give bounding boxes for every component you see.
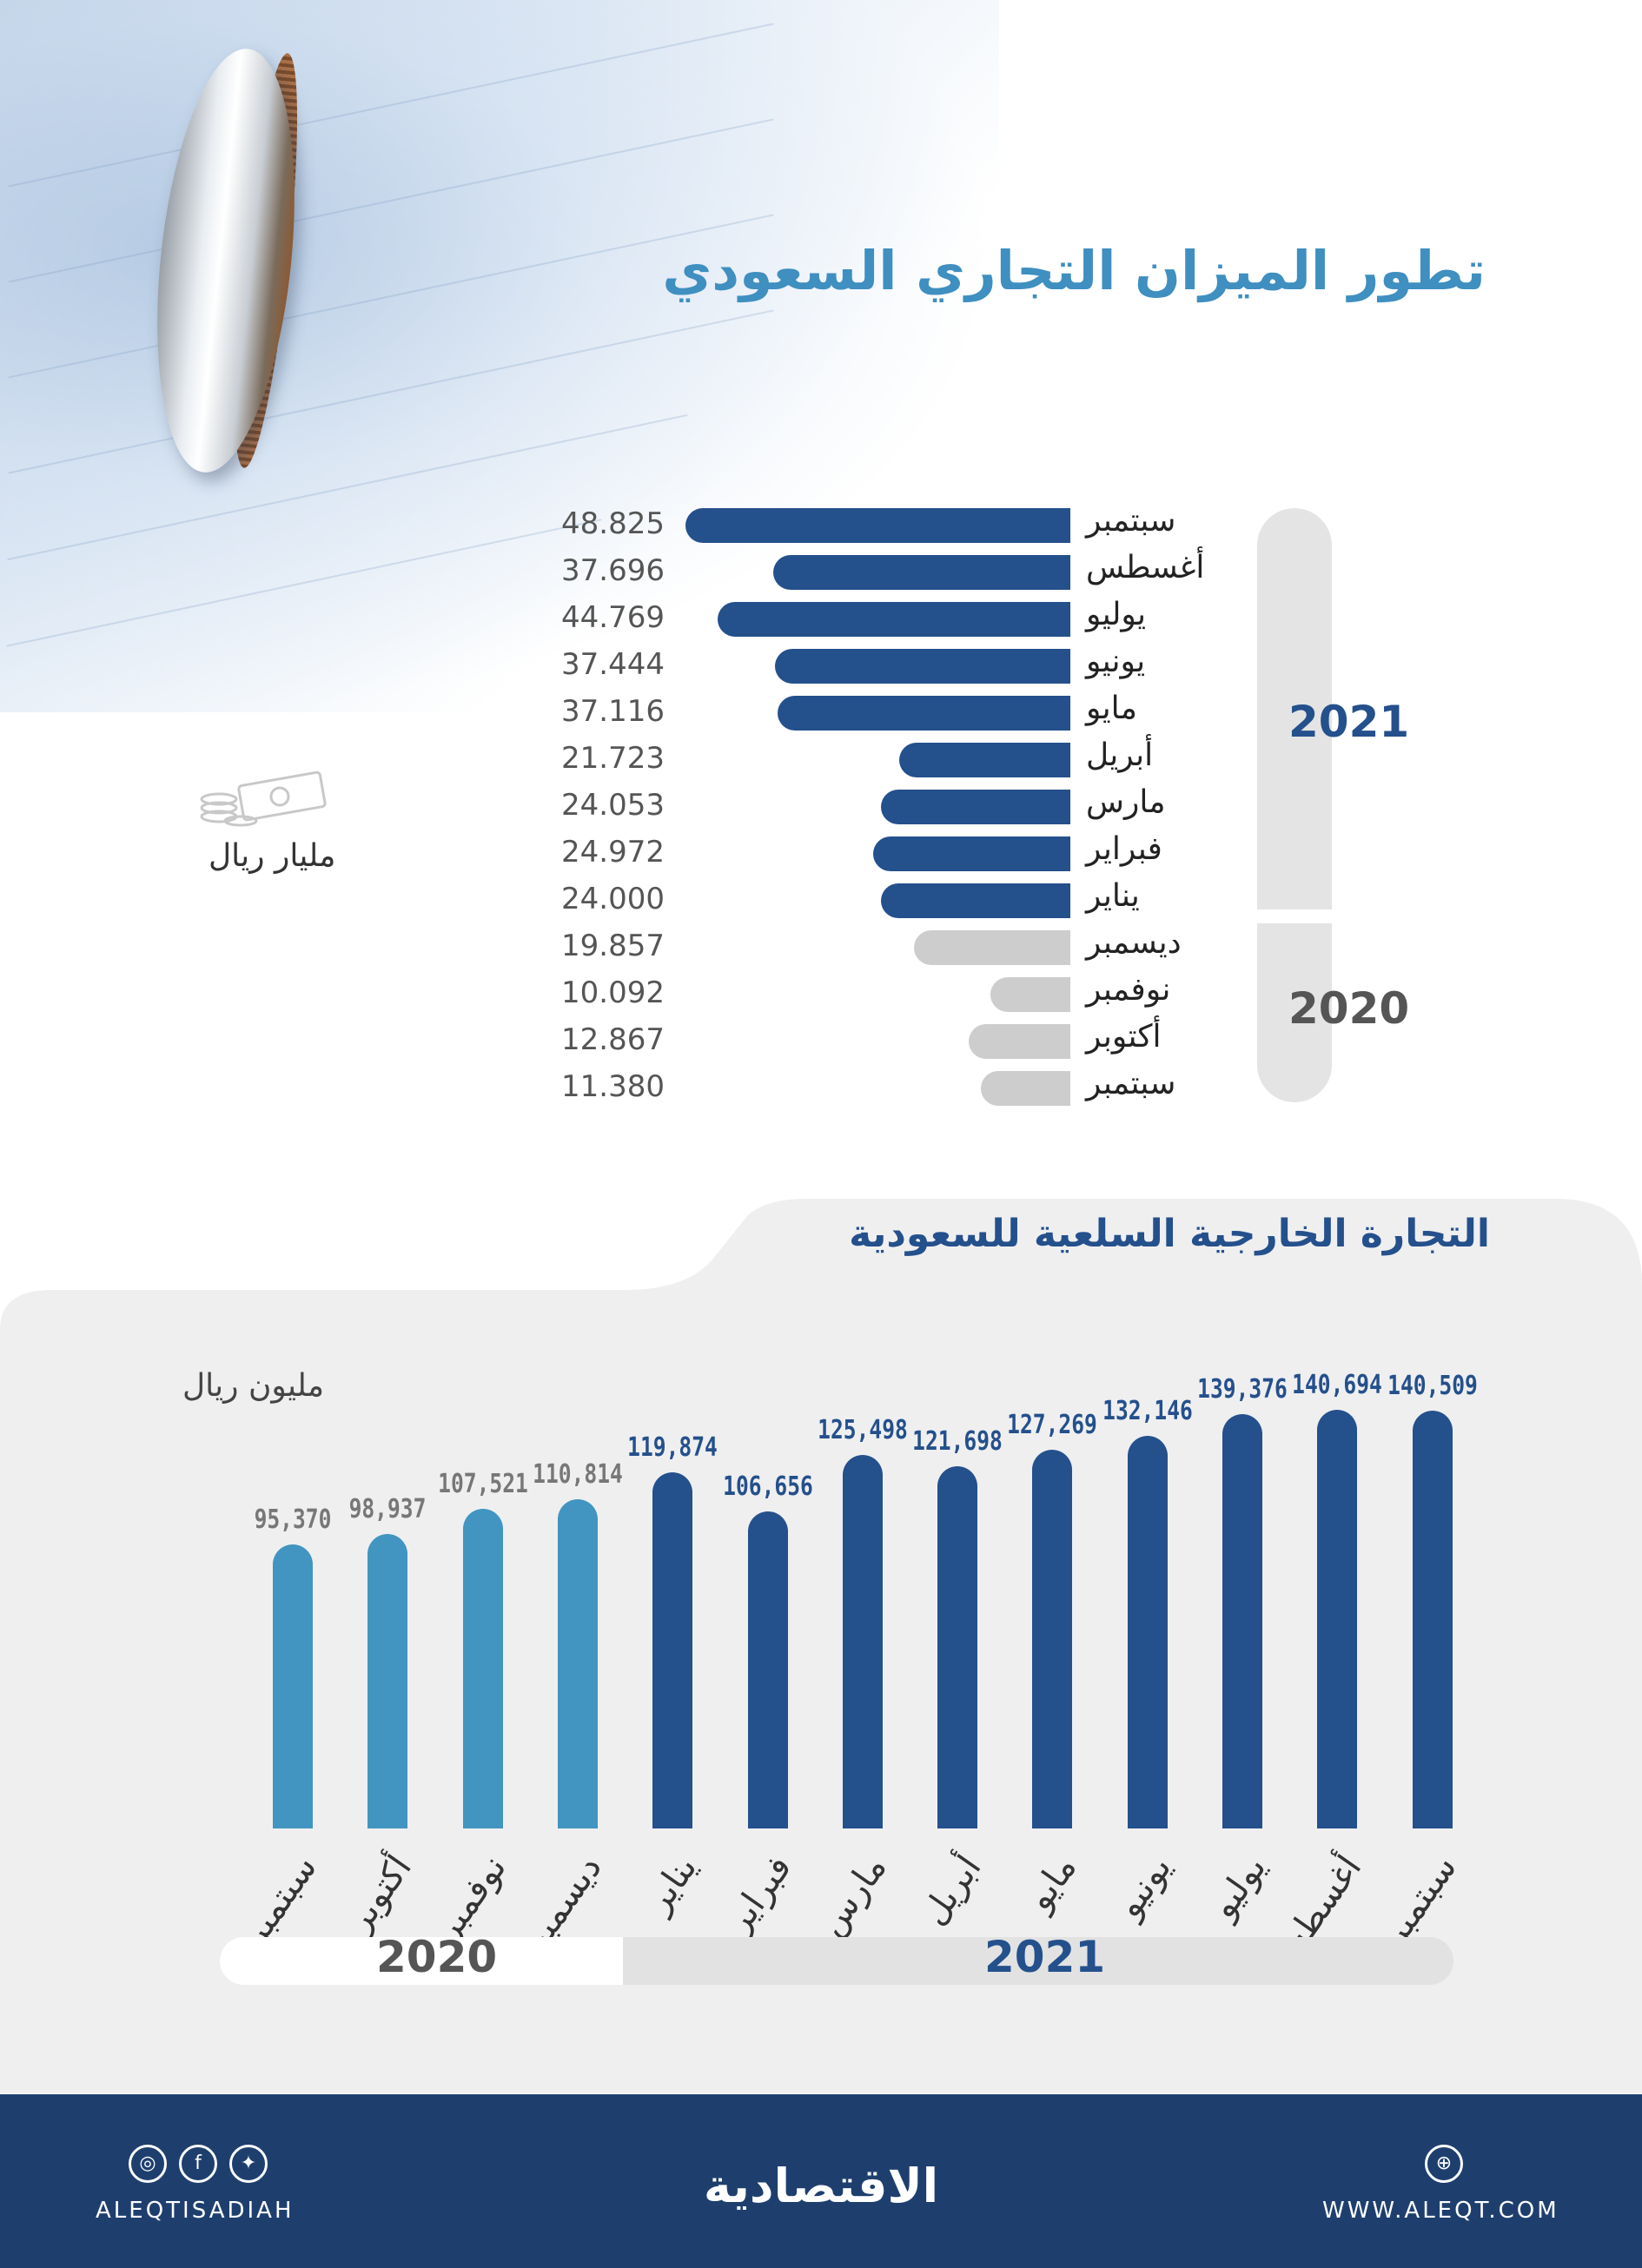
trade-bar [1222, 1414, 1262, 1828]
trade-bar [937, 1466, 978, 1828]
balance-month-label: مارس [1086, 784, 1166, 820]
balance-value-label: 24.053 [561, 788, 665, 823]
balance-bar [775, 649, 1070, 684]
trade-value-label: 125,498 [817, 1415, 908, 1445]
balance-value-label: 37.444 [561, 647, 665, 682]
trade-month-label: مايو [1019, 1848, 1085, 1918]
balance-value-label: 48.825 [561, 506, 665, 541]
trade-unit-label: مليون ريال [182, 1368, 325, 1404]
trade-month-label: يناير [638, 1848, 705, 1921]
balance-bar [969, 1024, 1070, 1059]
balance-month-label: يوليو [1086, 597, 1147, 632]
trade-bar [462, 1509, 503, 1828]
trade-bar [1032, 1450, 1073, 1828]
trade-bar [1412, 1411, 1453, 1828]
trade-bar [273, 1544, 313, 1828]
balance-bar [881, 790, 1070, 824]
trade-value-label: 107,521 [437, 1469, 528, 1499]
trade-value-label: 95,370 [254, 1504, 332, 1535]
trade-value-label: 121,698 [912, 1426, 1003, 1457]
trade-bar [367, 1534, 408, 1828]
trade-balance-chart: 48.825 سبتمبر 37.696 أغسطس 44.769 يوليو 37.444… [561, 503, 1205, 1106]
trade-value-label: 132,146 [1102, 1396, 1193, 1426]
twitter-icon[interactable]: ✦ [229, 2145, 268, 2183]
brand-logo: الاقتصادية [703, 2159, 939, 2213]
trade-month-label: أبريل [914, 1848, 990, 1933]
trade-month-label: يونيو [1109, 1848, 1180, 1926]
trade-value-label: 98,937 [348, 1494, 427, 1524]
footer-handle[interactable]: ALEQTISADIAH [96, 2198, 295, 2224]
facebook-icon[interactable]: f [179, 2145, 217, 2183]
balance-bar [773, 555, 1070, 590]
balance-value-label: 24.972 [561, 835, 665, 870]
balance-month-label: سبتمبر [1086, 1066, 1176, 1101]
money-icon [200, 770, 327, 827]
balance-month-label: فبراير [1086, 831, 1162, 867]
balance-bar [685, 508, 1070, 543]
trade-value-label: 110,814 [533, 1459, 623, 1490]
trade-value-label: 140,509 [1387, 1371, 1478, 1401]
footer-website[interactable]: WWW.ALEQT.COM [1322, 2198, 1559, 2224]
balance-value-label: 21.723 [561, 741, 665, 776]
trade-month-label: فبراير [718, 1848, 800, 1941]
balance-value-label: 12.867 [561, 1022, 665, 1057]
trade-month-label: مارس [811, 1848, 895, 1944]
instagram-icon[interactable]: ◎ [129, 2145, 167, 2183]
balance-bar [778, 696, 1070, 731]
balance-value-label: 37.696 [561, 553, 665, 588]
year-2020-bracket [1257, 923, 1332, 1102]
trade-value-label: 119,874 [627, 1432, 718, 1463]
balance-value-label: 11.380 [561, 1069, 665, 1104]
balance-bar [873, 836, 1070, 871]
balance-month-label: مايو [1086, 691, 1137, 726]
strip-year-2020: 2020 [376, 1932, 498, 1982]
balance-bar [899, 743, 1070, 777]
balance-bar [990, 977, 1070, 1012]
balance-value-label: 37.116 [561, 694, 665, 729]
balance-value-label: 19.857 [561, 929, 665, 963]
balance-unit-label: مليار ريال [209, 838, 336, 874]
trade-bar [1317, 1410, 1358, 1828]
trade-value-label: 139,376 [1197, 1374, 1288, 1405]
balance-bar [981, 1071, 1070, 1106]
year-2021-label: 2021 [1288, 697, 1410, 747]
balance-month-label: أكتوبر [1086, 1019, 1162, 1055]
trade-month-label: أكتوبر [339, 1848, 420, 1940]
balance-month-label: أبريل [1086, 737, 1154, 773]
balance-bar [881, 883, 1070, 918]
balance-month-label: يناير [1086, 878, 1140, 914]
foreign-trade-chart: 95,370 سبتمبر 98,937 أكتوبر 107,521 نوفمبر 110… [235, 1370, 1478, 1979]
dribbble-icon[interactable]: ⊕ [1425, 2145, 1463, 2183]
trade-month-label: يوليو [1203, 1848, 1275, 1927]
trade-value-label: 127,269 [1007, 1410, 1098, 1440]
trade-title: التجارة الخارجية السلعية للسعودية [849, 1212, 1490, 1256]
year-2020-label: 2020 [1288, 983, 1410, 1034]
balance-bar [914, 930, 1070, 965]
footer [0, 2094, 1642, 2268]
balance-bar [718, 602, 1070, 637]
year-2021-bracket [1257, 508, 1332, 909]
page-title: تطور الميزان التجاري السعودي [662, 239, 1486, 302]
balance-month-label: نوفمبر [1086, 972, 1171, 1008]
trade-bar [652, 1472, 693, 1828]
balance-value-label: 44.769 [561, 600, 665, 635]
strip-year-2021: 2021 [984, 1932, 1106, 1982]
year-strip-2020 [220, 1937, 623, 1985]
trade-bar [1127, 1436, 1168, 1828]
trade-value-label: 140,694 [1292, 1370, 1383, 1400]
trade-bar [747, 1511, 788, 1828]
balance-month-label: أغسطس [1086, 550, 1205, 585]
balance-value-label: 24.000 [561, 882, 665, 916]
trade-value-label: 106,656 [722, 1471, 813, 1502]
trade-bar [842, 1455, 883, 1828]
balance-month-label: ديسمبر [1086, 925, 1182, 961]
balance-month-label: سبتمبر [1086, 503, 1176, 539]
trade-bar [557, 1499, 598, 1828]
balance-value-label: 10.092 [561, 975, 665, 1010]
balance-month-label: يونيو [1086, 644, 1146, 679]
